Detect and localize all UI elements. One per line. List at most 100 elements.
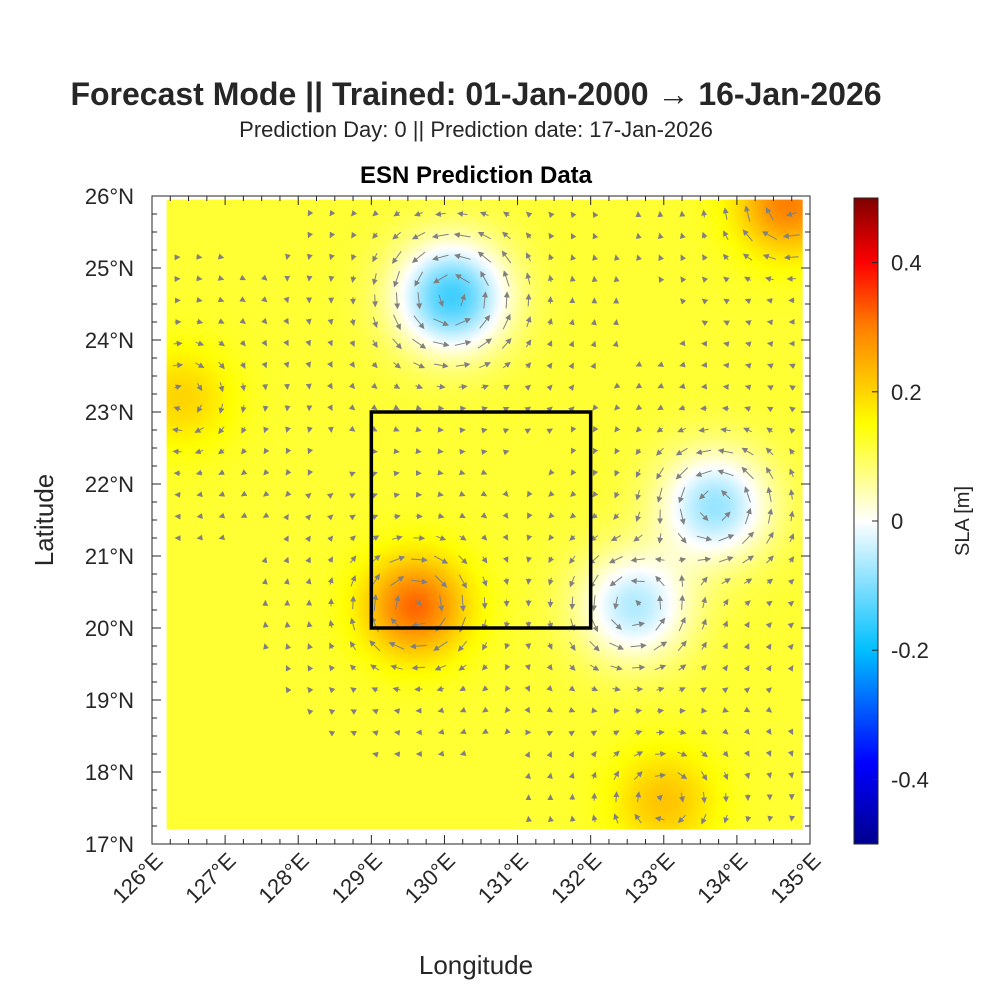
- velocity-arrow: [411, 251, 426, 263]
- velocity-arrow: [766, 772, 773, 779]
- velocity-arrow: [634, 730, 643, 736]
- velocity-arrow: [678, 687, 686, 693]
- velocity-arrow: [459, 685, 467, 692]
- velocity-arrow: [350, 687, 357, 694]
- velocity-arrow: [371, 471, 378, 477]
- velocity-arrow: [458, 490, 466, 497]
- velocity-arrow: [744, 363, 752, 369]
- velocity-arrow: [723, 298, 730, 305]
- velocity-arrow: [196, 275, 203, 282]
- velocity-arrow: [657, 595, 664, 610]
- velocity-arrow: [371, 708, 379, 715]
- velocity-arrow: [480, 490, 488, 497]
- velocity-arrow: [195, 340, 205, 347]
- velocity-arrow: [656, 686, 665, 693]
- velocity-arrow: [614, 425, 621, 433]
- velocity-arrow: [700, 687, 707, 694]
- velocity-arrow: [505, 663, 511, 671]
- velocity-arrow: [635, 382, 643, 389]
- velocity-arrow: [525, 339, 532, 348]
- velocity-arrow: [305, 361, 312, 369]
- velocity-arrow: [677, 814, 686, 824]
- velocity-arrow: [614, 447, 621, 455]
- velocity-arrow: [327, 404, 333, 412]
- velocity-arrow: [350, 730, 358, 737]
- velocity-arrow: [569, 596, 576, 610]
- y-tick-label: 25°N: [85, 256, 134, 281]
- velocity-arrow: [393, 470, 400, 477]
- velocity-arrow: [636, 254, 642, 262]
- velocity-arrow: [460, 293, 466, 307]
- velocity-arrow: [591, 685, 599, 692]
- velocity-arrow: [394, 292, 401, 310]
- velocity-arrow: [503, 291, 510, 309]
- velocity-arrow: [526, 490, 533, 498]
- velocity-arrow: [678, 404, 686, 411]
- velocity-arrow: [680, 276, 687, 283]
- velocity-arrow: [173, 340, 183, 347]
- velocity-arrow: [741, 447, 754, 456]
- velocity-arrow: [371, 382, 378, 389]
- y-tick-label: 17°N: [85, 832, 134, 857]
- velocity-arrow: [526, 534, 533, 542]
- velocity-arrow: [700, 576, 708, 586]
- velocity-arrow: [477, 231, 492, 240]
- velocity-arrow: [217, 318, 225, 324]
- velocity-arrow: [721, 489, 731, 500]
- velocity-arrow: [218, 382, 225, 393]
- velocity-arrow: [454, 253, 471, 260]
- velocity-arrow: [723, 230, 729, 241]
- velocity-arrow: [653, 641, 668, 651]
- velocity-arrow: [656, 426, 664, 433]
- velocity-arrow: [261, 578, 268, 585]
- velocity-arrow: [766, 363, 774, 370]
- velocity-arrow: [717, 448, 734, 455]
- velocity-arrow: [789, 468, 795, 478]
- velocity-arrow: [787, 728, 794, 736]
- velocity-arrow: [722, 750, 729, 758]
- velocity-arrow: [592, 254, 599, 261]
- velocity-arrow: [504, 706, 511, 714]
- velocity-arrow: [218, 340, 226, 347]
- velocity-arrow: [744, 406, 751, 412]
- velocity-arrow: [634, 813, 642, 824]
- velocity-arrow: [678, 487, 686, 504]
- velocity-arrow: [788, 772, 795, 779]
- velocity-arrow: [435, 211, 446, 217]
- velocity-arrow: [305, 577, 312, 585]
- velocity-arrow: [787, 665, 794, 672]
- velocity-arrow: [262, 512, 270, 519]
- velocity-arrow: [195, 362, 205, 368]
- velocity-arrow: [482, 706, 489, 713]
- velocity-arrow: [306, 275, 313, 282]
- velocity-arrow: [568, 685, 576, 692]
- velocity-arrow: [307, 253, 313, 261]
- velocity-arrow: [283, 317, 289, 325]
- velocity-arrow: [721, 578, 731, 585]
- region-box: [369, 410, 593, 630]
- velocity-arrow: [415, 426, 422, 433]
- velocity-arrow: [285, 447, 292, 455]
- velocity-arrow: [744, 276, 752, 283]
- velocity-arrow: [416, 292, 423, 310]
- velocity-arrow: [412, 338, 427, 349]
- velocity-arrow: [654, 815, 665, 822]
- velocity-arrow: [677, 751, 688, 757]
- velocity-arrow: [482, 685, 489, 692]
- velocity-arrow: [196, 382, 203, 392]
- velocity-arrow: [590, 730, 598, 737]
- velocity-arrow: [677, 532, 687, 544]
- velocity-arrow: [479, 362, 491, 369]
- velocity-arrow: [568, 318, 575, 326]
- velocity-arrow: [701, 791, 708, 804]
- velocity-arrow: [788, 489, 795, 500]
- velocity-arrow: [721, 664, 728, 672]
- velocity-arrow: [410, 578, 428, 585]
- velocity-arrow: [789, 448, 796, 455]
- velocity-arrow: [327, 318, 334, 326]
- colorbar-tick-label: 0.2: [891, 380, 922, 405]
- velocity-arrow: [721, 511, 731, 521]
- velocity-arrow: [677, 772, 688, 780]
- velocity-arrow: [722, 642, 728, 650]
- velocity-arrow: [546, 730, 554, 737]
